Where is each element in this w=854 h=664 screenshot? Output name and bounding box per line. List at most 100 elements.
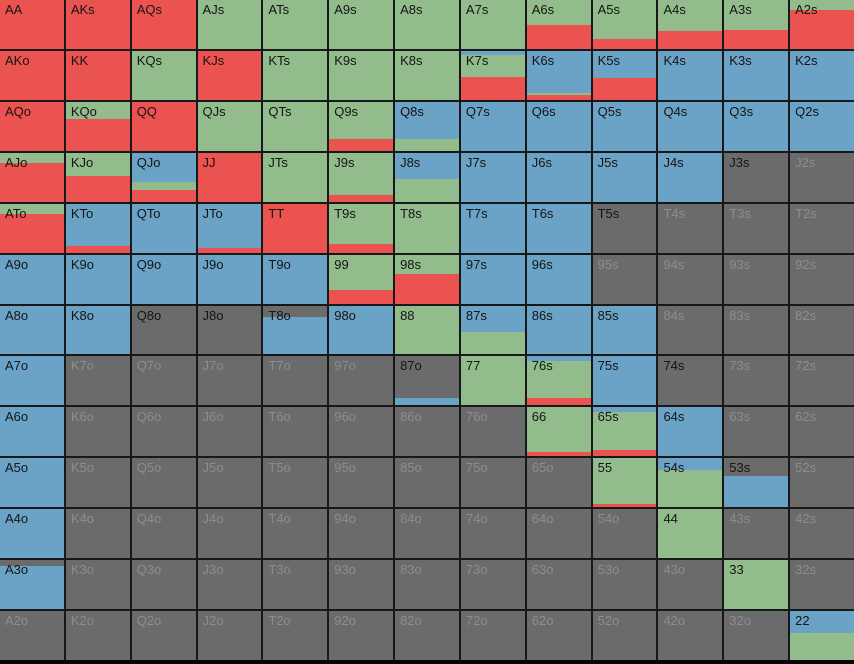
hand-cell-95o[interactable]: 95o	[329, 458, 394, 508]
hand-cell-K7s[interactable]: K7s	[460, 50, 525, 100]
hand-cell-K7o[interactable]: K7o	[65, 356, 130, 406]
hand-cell-K6s[interactable]: K6s	[526, 50, 591, 100]
hand-cell-K3o[interactable]: K3o	[65, 560, 130, 610]
hand-cell-T7o[interactable]: T7o	[263, 356, 328, 406]
hand-cell-QTs[interactable]: QTs	[263, 101, 328, 151]
hand-cell-85s[interactable]: 85s	[592, 305, 657, 355]
hand-cell-J9o[interactable]: J9o	[197, 254, 262, 304]
hand-cell-A7o[interactable]: A7o	[0, 356, 64, 406]
hand-cell-85o[interactable]: 85o	[395, 458, 459, 508]
hand-cell-95s[interactable]: 95s	[592, 254, 657, 304]
hand-cell-K9o[interactable]: K9o	[65, 254, 130, 304]
hand-cell-T9s[interactable]: T9s	[329, 203, 394, 253]
hand-cell-J4s[interactable]: J4s	[658, 152, 723, 202]
hand-cell-A9o[interactable]: A9o	[0, 254, 64, 304]
hand-cell-82o[interactable]: 82o	[395, 611, 459, 660]
hand-cell-92s[interactable]: 92s	[790, 254, 854, 304]
hand-cell-Q8o[interactable]: Q8o	[131, 305, 196, 355]
hand-cell-63o[interactable]: 63o	[526, 560, 591, 610]
hand-cell-J2s[interactable]: J2s	[790, 152, 854, 202]
hand-cell-K9s[interactable]: K9s	[329, 50, 394, 100]
hand-cell-92o[interactable]: 92o	[329, 611, 394, 660]
hand-cell-AJo[interactable]: AJo	[0, 152, 64, 202]
hand-cell-Q9s[interactable]: Q9s	[329, 101, 394, 151]
hand-cell-72s[interactable]: 72s	[790, 356, 854, 406]
hand-cell-AA[interactable]: AA	[0, 0, 64, 49]
hand-cell-96o[interactable]: 96o	[329, 407, 394, 457]
hand-cell-J6o[interactable]: J6o	[197, 407, 262, 457]
hand-cell-93s[interactable]: 93s	[724, 254, 789, 304]
hand-cell-88[interactable]: 88	[395, 305, 459, 355]
hand-cell-T5s[interactable]: T5s	[592, 203, 657, 253]
hand-cell-KK[interactable]: KK	[65, 50, 130, 100]
hand-cell-82s[interactable]: 82s	[790, 305, 854, 355]
hand-cell-T2s[interactable]: T2s	[790, 203, 854, 253]
hand-cell-44[interactable]: 44	[658, 509, 723, 559]
hand-cell-75s[interactable]: 75s	[592, 356, 657, 406]
hand-cell-53s[interactable]: 53s	[724, 458, 789, 508]
hand-cell-83o[interactable]: 83o	[395, 560, 459, 610]
hand-cell-K2s[interactable]: K2s	[790, 50, 854, 100]
hand-cell-98s[interactable]: 98s	[395, 254, 459, 304]
hand-cell-33[interactable]: 33	[724, 560, 789, 610]
hand-cell-43o[interactable]: 43o	[658, 560, 723, 610]
hand-cell-66[interactable]: 66	[526, 407, 591, 457]
hand-cell-A6o[interactable]: A6o	[0, 407, 64, 457]
hand-cell-54o[interactable]: 54o	[592, 509, 657, 559]
hand-cell-Q9o[interactable]: Q9o	[131, 254, 196, 304]
hand-cell-J5s[interactable]: J5s	[592, 152, 657, 202]
hand-cell-99[interactable]: 99	[329, 254, 394, 304]
hand-cell-A4s[interactable]: A4s	[658, 0, 723, 49]
hand-cell-A3o[interactable]: A3o	[0, 560, 64, 610]
hand-cell-K2o[interactable]: K2o	[65, 611, 130, 660]
hand-cell-84o[interactable]: 84o	[395, 509, 459, 559]
hand-cell-87o[interactable]: 87o	[395, 356, 459, 406]
hand-cell-87s[interactable]: 87s	[460, 305, 525, 355]
hand-cell-97s[interactable]: 97s	[460, 254, 525, 304]
hand-cell-52o[interactable]: 52o	[592, 611, 657, 660]
hand-cell-Q3o[interactable]: Q3o	[131, 560, 196, 610]
hand-cell-73o[interactable]: 73o	[460, 560, 525, 610]
hand-cell-ATo[interactable]: ATo	[0, 203, 64, 253]
hand-cell-74o[interactable]: 74o	[460, 509, 525, 559]
hand-cell-32o[interactable]: 32o	[724, 611, 789, 660]
hand-cell-K8o[interactable]: K8o	[65, 305, 130, 355]
hand-cell-K3s[interactable]: K3s	[724, 50, 789, 100]
hand-cell-65s[interactable]: 65s	[592, 407, 657, 457]
hand-cell-Q3s[interactable]: Q3s	[724, 101, 789, 151]
hand-cell-62s[interactable]: 62s	[790, 407, 854, 457]
hand-cell-KJs[interactable]: KJs	[197, 50, 262, 100]
hand-cell-86o[interactable]: 86o	[395, 407, 459, 457]
hand-cell-42o[interactable]: 42o	[658, 611, 723, 660]
hand-cell-64o[interactable]: 64o	[526, 509, 591, 559]
hand-cell-Q4s[interactable]: Q4s	[658, 101, 723, 151]
hand-cell-76s[interactable]: 76s	[526, 356, 591, 406]
hand-cell-Q2o[interactable]: Q2o	[131, 611, 196, 660]
hand-cell-T7s[interactable]: T7s	[460, 203, 525, 253]
hand-cell-K8s[interactable]: K8s	[395, 50, 459, 100]
hand-cell-A3s[interactable]: A3s	[724, 0, 789, 49]
hand-cell-86s[interactable]: 86s	[526, 305, 591, 355]
hand-cell-A5o[interactable]: A5o	[0, 458, 64, 508]
hand-cell-KTs[interactable]: KTs	[263, 50, 328, 100]
hand-cell-J7s[interactable]: J7s	[460, 152, 525, 202]
hand-cell-Q8s[interactable]: Q8s	[395, 101, 459, 151]
hand-cell-65o[interactable]: 65o	[526, 458, 591, 508]
hand-cell-K5o[interactable]: K5o	[65, 458, 130, 508]
hand-cell-96s[interactable]: 96s	[526, 254, 591, 304]
hand-cell-Q7s[interactable]: Q7s	[460, 101, 525, 151]
hand-cell-A2s[interactable]: A2s	[790, 0, 854, 49]
hand-cell-AQs[interactable]: AQs	[131, 0, 196, 49]
hand-cell-93o[interactable]: 93o	[329, 560, 394, 610]
hand-cell-22[interactable]: 22	[790, 611, 854, 660]
hand-cell-84s[interactable]: 84s	[658, 305, 723, 355]
hand-cell-73s[interactable]: 73s	[724, 356, 789, 406]
hand-cell-Q4o[interactable]: Q4o	[131, 509, 196, 559]
hand-cell-72o[interactable]: 72o	[460, 611, 525, 660]
hand-cell-J7o[interactable]: J7o	[197, 356, 262, 406]
hand-cell-64s[interactable]: 64s	[658, 407, 723, 457]
hand-cell-K4o[interactable]: K4o	[65, 509, 130, 559]
hand-cell-T3o[interactable]: T3o	[263, 560, 328, 610]
hand-cell-AJs[interactable]: AJs	[197, 0, 262, 49]
hand-cell-83s[interactable]: 83s	[724, 305, 789, 355]
